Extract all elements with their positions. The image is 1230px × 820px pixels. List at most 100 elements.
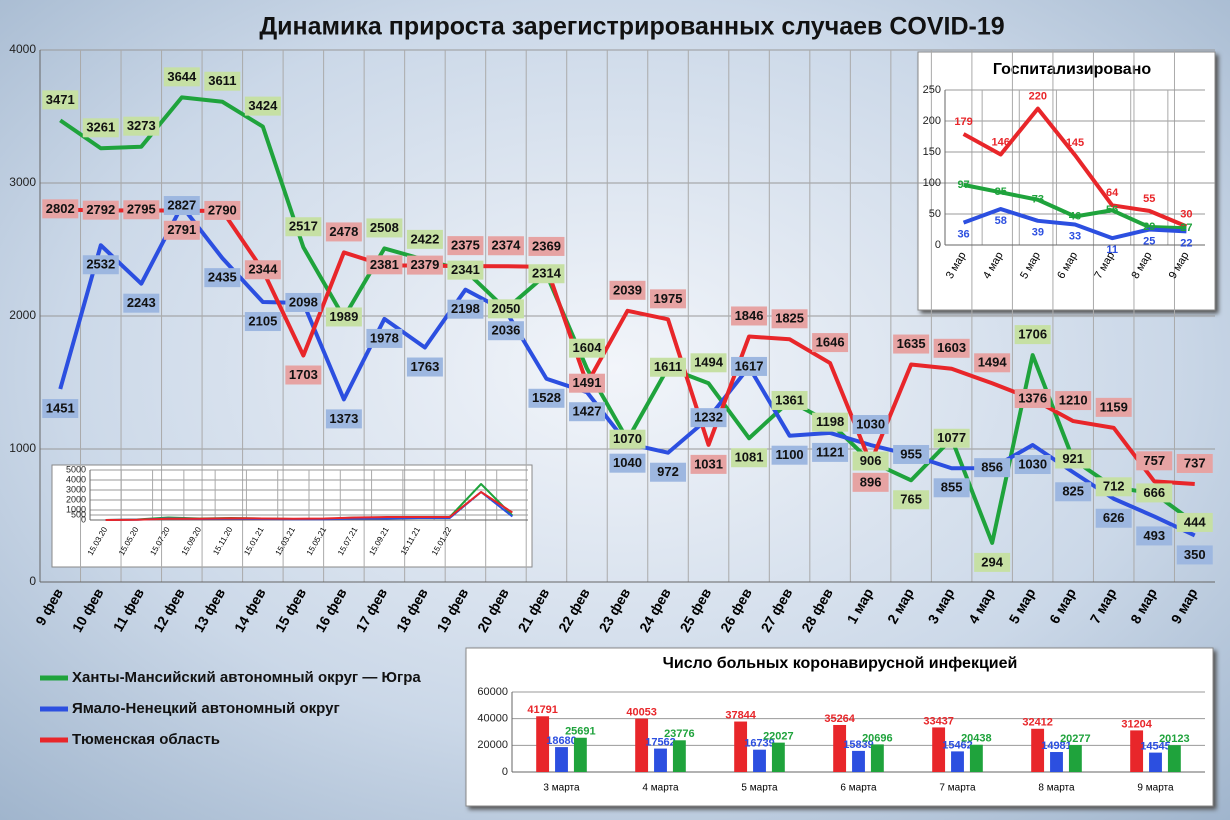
data-label: 2508 [370,220,399,235]
data-label-box [731,356,768,376]
data-label: 55 [1143,193,1155,205]
data-label: 2792 [86,202,115,217]
data-label-box [123,293,160,313]
data-label-box [609,453,646,473]
data-label: 2435 [208,270,237,285]
data-label-box [204,268,241,288]
data-label: 1030 [1018,456,1047,471]
y-tick-label: 200 [923,115,941,127]
data-label: 3611 [208,73,236,88]
data-label-box [852,472,889,492]
data-label-box [82,255,119,275]
data-label: 14545 [1140,741,1171,753]
data-label: 2422 [410,231,439,246]
data-label: 2791 [167,222,196,237]
data-label-box [1095,477,1132,497]
bar-title: Число больных коронавирусной инфекцией [663,655,1018,672]
data-label: 15462 [942,739,973,751]
y-tick-label: 250 [923,84,941,96]
data-label: 2827 [167,197,196,212]
data-label-box [690,353,727,373]
x-tick-label: 8 марта [1038,783,1075,794]
data-label-box [974,458,1011,478]
data-label: 2341 [451,262,480,277]
data-label: 145 [1066,137,1084,149]
data-label: 1846 [735,308,764,323]
x-tick-label: 5 марта [741,783,778,794]
data-label: 2098 [289,294,318,309]
data-label: 58 [995,215,1007,227]
data-label: 626 [1103,510,1125,525]
data-label: 1975 [654,291,683,306]
data-label-box [893,490,930,510]
data-label-box [163,67,200,87]
y-tick-label: 0 [502,766,508,778]
data-label-box [285,292,322,312]
y-tick-label: 150 [923,146,941,158]
data-label-box [163,220,200,240]
data-label: 1491 [573,375,602,390]
data-label-box [609,280,646,300]
y-tick-label: 100 [923,177,941,189]
data-label: 1494 [978,355,1008,370]
bar [635,718,649,772]
data-label-box [244,96,281,116]
data-label: 1198 [816,414,844,429]
data-label: 1373 [329,411,358,426]
data-label: 1603 [937,340,966,355]
data-label-box [163,196,200,216]
data-label: 1376 [1018,390,1047,405]
data-label: 1617 [735,358,764,373]
data-label: 294 [981,554,1003,569]
data-label: 896 [860,474,882,489]
data-label: 855 [941,480,963,495]
y-tick-label: 0 [29,574,36,588]
data-label: 2036 [491,323,520,338]
data-label: 2375 [451,238,480,253]
data-label: 16739 [744,738,775,750]
data-label: 37844 [725,709,756,721]
bar [753,749,766,772]
series-line [962,106,1188,229]
data-label-box [447,236,484,256]
data-label-box [893,334,930,354]
data-label-box [1176,453,1213,473]
data-label-box [325,409,362,429]
y-tick-label: 4000 [9,42,36,56]
data-label-box [42,90,79,110]
data-label-box [812,333,849,353]
data-label: 2790 [208,202,237,217]
bar [1149,752,1162,772]
data-label: 765 [900,492,922,507]
data-label: 20696 [862,732,893,744]
data-label: 35264 [824,713,855,725]
bar [833,724,847,772]
data-label: 350 [1184,547,1206,562]
bar [771,742,785,772]
data-label-box [325,222,362,242]
data-label-box [528,388,565,408]
data-label-box [285,217,322,237]
data-label-box [568,373,605,393]
data-label: 737 [1184,455,1206,470]
data-label: 25691 [565,726,596,738]
data-label: 972 [657,464,679,479]
y-tick-label: 1000 [66,504,86,514]
bar [555,747,568,772]
data-label: 1100 [775,447,803,462]
data-label: 40053 [626,707,657,719]
y-tick-label: 500 [71,509,86,519]
data-label-box [852,451,889,471]
y-tick-label: 3000 [9,175,36,189]
data-label: 1070 [613,431,642,446]
data-label: 22 [1180,237,1192,249]
data-label-box [893,444,930,464]
data-label: 2795 [127,202,156,217]
data-label: 3424 [248,98,278,113]
data-label: 56 [1106,204,1118,216]
data-label: 1081 [735,450,764,465]
data-label: 444 [1184,514,1206,529]
y-tick-label: 40000 [477,713,508,725]
bar [1050,752,1063,772]
